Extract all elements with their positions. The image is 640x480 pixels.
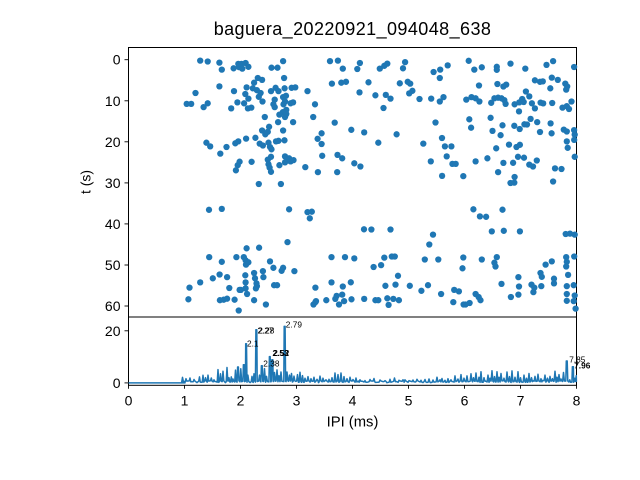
svg-text:2.27: 2.27 xyxy=(258,325,275,335)
svg-text:7.85: 7.85 xyxy=(569,355,586,365)
svg-text:7.96: 7.96 xyxy=(574,360,591,370)
svg-text:20: 20 xyxy=(105,134,121,150)
svg-text:7: 7 xyxy=(517,393,525,409)
svg-text:2.38: 2.38 xyxy=(263,359,280,369)
svg-text:2.28: 2.28 xyxy=(258,325,275,335)
svg-text:60: 60 xyxy=(105,298,121,314)
svg-text:0: 0 xyxy=(125,393,133,409)
svg-text:baguera_20220921_094048_638: baguera_20220921_094048_638 xyxy=(214,19,492,40)
svg-text:40: 40 xyxy=(105,216,121,232)
svg-text:10: 10 xyxy=(105,93,121,109)
svg-text:2.52: 2.52 xyxy=(273,348,290,358)
svg-text:IPI (ms): IPI (ms) xyxy=(327,415,379,431)
svg-text:8: 8 xyxy=(573,393,581,409)
svg-text:1: 1 xyxy=(181,393,189,409)
svg-text:4: 4 xyxy=(349,393,357,409)
svg-text:2: 2 xyxy=(237,393,245,409)
svg-text:30: 30 xyxy=(105,175,121,191)
svg-text:2.53: 2.53 xyxy=(273,348,290,358)
svg-text:3: 3 xyxy=(293,393,301,409)
svg-text:2.79: 2.79 xyxy=(286,320,303,330)
svg-text:6: 6 xyxy=(461,393,469,409)
svg-text:2.1: 2.1 xyxy=(247,339,259,349)
svg-text:5: 5 xyxy=(405,393,413,409)
svg-text:0: 0 xyxy=(113,375,121,391)
svg-text:t (s): t (s) xyxy=(78,170,94,194)
svg-text:50: 50 xyxy=(105,257,121,273)
svg-text:20: 20 xyxy=(105,323,121,339)
svg-text:0: 0 xyxy=(113,52,121,68)
